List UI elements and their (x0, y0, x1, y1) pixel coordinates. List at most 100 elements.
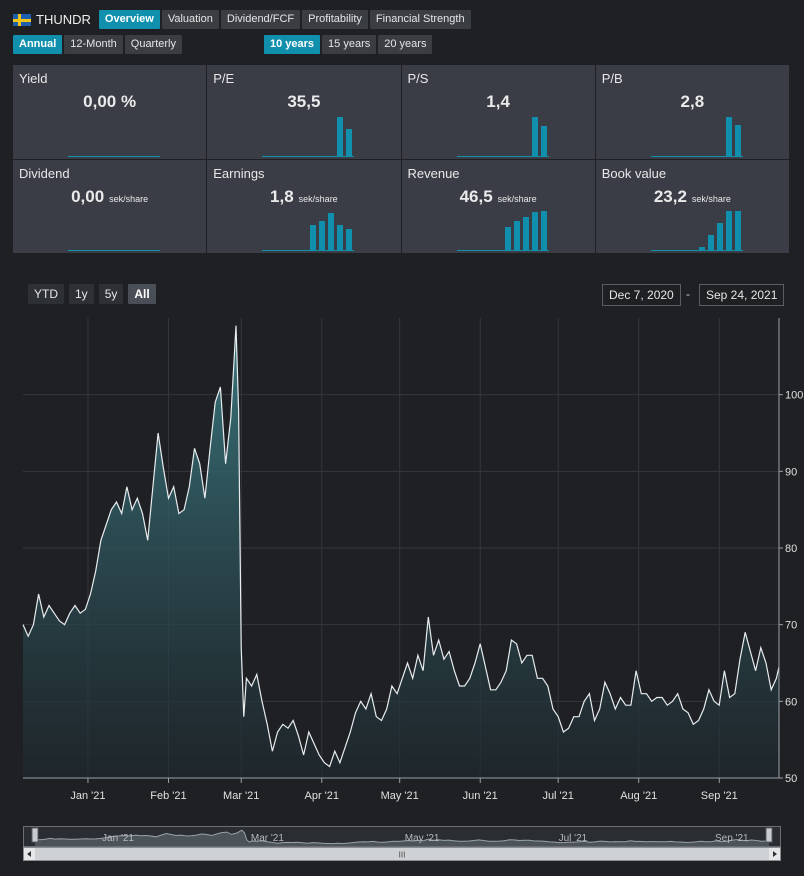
navigator-label: Jul '21 (559, 833, 588, 844)
period-button-quarterly[interactable]: Quarterly (124, 35, 183, 54)
metric-value-wrap: 2,8 (596, 92, 789, 112)
range-button-all[interactable]: All (128, 284, 156, 304)
metric-sparkline (456, 211, 549, 251)
navigator-handle-right[interactable] (765, 827, 773, 843)
date-from-input[interactable]: Dec 7, 2020 (602, 284, 681, 306)
metric-value: 0,00 (71, 186, 105, 206)
range-button-5y[interactable]: 5y (98, 284, 124, 304)
metric-value-wrap: 0,00 % (13, 92, 206, 112)
y-tick-label: 70 (785, 620, 797, 632)
sparkline-baseline (68, 155, 160, 157)
y-tick-label: 60 (785, 696, 797, 708)
sparkline-baseline (262, 155, 355, 157)
metric-value-wrap: 1,4 (402, 92, 595, 112)
navigator-handle-left[interactable] (31, 827, 39, 843)
metric-card-book-value[interactable]: Book value 23,2 sek/share (595, 159, 789, 253)
sparkline-bar (531, 212, 538, 251)
sparkline-bar (513, 221, 520, 251)
metric-card-p-e[interactable]: P/E 35,5 (207, 65, 401, 159)
sweden-flag-icon (13, 13, 31, 26)
range-button-ytd[interactable]: YTD (28, 284, 64, 304)
metric-unit: sek/share (497, 193, 537, 204)
navigator-line (34, 829, 770, 845)
scrollbar-grip: III (399, 851, 406, 860)
metric-card-p-s[interactable]: P/S 1,4 (401, 65, 595, 159)
metric-sparkline (68, 117, 160, 157)
metric-value: 1,4 (486, 92, 510, 111)
sparkline-baseline (650, 155, 743, 157)
y-tick-label: 90 (785, 466, 797, 478)
metric-card-revenue[interactable]: Revenue 46,5 sek/share (401, 159, 595, 253)
sparkline-bar (698, 247, 705, 251)
sparkline-bar (725, 211, 732, 251)
metric-card-p-b[interactable]: P/B 2,8 (595, 65, 789, 159)
metric-value-wrap: 1,8 sek/share (207, 187, 400, 207)
metric-value-wrap: 0,00 sek/share (13, 187, 206, 207)
period-button-annual[interactable]: Annual (13, 35, 63, 54)
sparkline-bar (707, 235, 714, 251)
metric-value: 1,8 (270, 186, 294, 206)
price-chart[interactable]: 50 60 70 80 90 100 Jan '21 Feb '21 Mar '21 Apr '2… (0, 313, 804, 813)
sparkline-bar (716, 223, 723, 251)
sparkline-bar (540, 125, 547, 157)
metric-card-yield[interactable]: Yield 0,00 % (13, 65, 207, 159)
sparkline-baseline (650, 250, 743, 251)
metric-card-earnings[interactable]: Earnings 1,8 sek/share (207, 159, 401, 253)
sparkline-bar (540, 211, 547, 251)
sparkline-bar (734, 211, 741, 251)
x-tick-label: Sep '21 (701, 790, 738, 802)
years-button-20-years[interactable]: 20 years (378, 35, 433, 54)
years-button-15-years[interactable]: 15 years (322, 35, 377, 54)
metric-sparkline (262, 116, 355, 157)
sparkline-baseline (262, 250, 355, 251)
tab-overview[interactable]: Overview (98, 10, 160, 29)
metric-value: 35,5 (287, 92, 321, 111)
x-tick-label: Jul '21 (542, 790, 573, 802)
period-button-12-month[interactable]: 12-Month (64, 35, 123, 54)
metric-value-wrap: 35,5 (207, 92, 400, 112)
navigator-label: Jan '21 (102, 833, 134, 844)
sparkline-bar (346, 128, 353, 157)
metric-title: Dividend (19, 165, 70, 181)
tab-dividend-fcf[interactable]: Dividend/FCF (220, 10, 301, 29)
sparkline-baseline (68, 250, 160, 251)
price-area (23, 325, 779, 778)
metric-value-wrap: 23,2 sek/share (596, 187, 789, 207)
date-to-input[interactable]: Sep 24, 2021 (699, 284, 785, 306)
navigator-area (35, 830, 769, 846)
tab-valuation[interactable]: Valuation (161, 10, 219, 29)
range-selector: YTD 1y 5y All (28, 284, 161, 304)
sparkline-bar (522, 217, 529, 251)
tab-financial-strength[interactable]: Financial Strength (369, 10, 471, 29)
sparkline-bar (319, 221, 326, 251)
navigator-label: Mar '21 (251, 833, 284, 844)
sparkline-bar (337, 116, 344, 157)
metric-unit: sek/share (691, 193, 731, 204)
sparkline-bar (734, 124, 741, 157)
metric-sparkline (650, 211, 743, 251)
metric-sparkline (262, 211, 355, 251)
metric-card-dividend[interactable]: Dividend 0,00 sek/share (13, 159, 207, 253)
top-toolbar: THUNDR Overview Valuation Dividend/FCF Prof… (13, 10, 473, 29)
tab-profitability[interactable]: Profitability (302, 10, 368, 29)
sparkline-bar (328, 213, 335, 251)
years-button-10-years[interactable]: 10 years (264, 35, 321, 54)
metric-value: 0,00 % (83, 92, 137, 111)
range-button-1y[interactable]: 1y (69, 284, 94, 304)
metric-sparkline (456, 116, 549, 157)
scrollbar-thumb[interactable] (35, 848, 769, 860)
ticker-label: THUNDR (13, 12, 91, 27)
metric-title: Earnings (213, 165, 265, 181)
x-tick-label: Apr '21 (305, 790, 340, 802)
metric-unit: sek/share (298, 193, 338, 204)
chart-navigator[interactable]: Jan '21 Mar '21 May '21 Jul '21 Sep '21 III (23, 826, 781, 862)
nav-tabs: Overview Valuation Dividend/FCF Profitabili… (98, 10, 473, 29)
scroll-right-icon[interactable] (773, 851, 777, 857)
price-line (22, 325, 780, 768)
sparkline-bar (337, 225, 344, 251)
metric-value: 46,5 (459, 186, 493, 206)
metric-title: P/S (407, 71, 429, 86)
sparkline-bar (725, 116, 732, 157)
scroll-left-icon[interactable] (27, 851, 31, 857)
sparkline-bar (504, 227, 511, 251)
